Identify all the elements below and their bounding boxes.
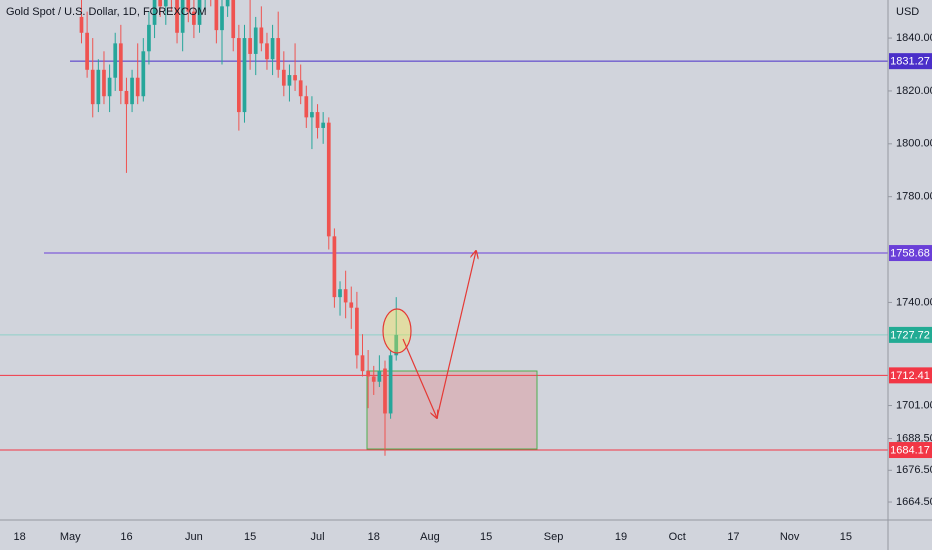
price-badge-label: 1712.41 (890, 370, 930, 382)
candle-body (253, 27, 258, 54)
candle-body (326, 122, 331, 237)
x-tick-label: 16 (120, 531, 132, 543)
y-tick-label: 1688.50 (896, 432, 932, 444)
candle-body (383, 368, 387, 414)
candle-body (113, 43, 118, 78)
candle-body (118, 43, 123, 91)
candle-body (287, 75, 292, 86)
x-tick-label: 18 (368, 531, 380, 543)
candle-body (242, 38, 247, 113)
candle-body (259, 27, 264, 44)
candle-body (231, 0, 236, 39)
candle-body (96, 69, 101, 105)
candle-body (276, 38, 281, 70)
candle-body (152, 0, 157, 25)
x-tick-label: 15 (244, 531, 256, 543)
y-tick-label: 1676.50 (896, 464, 932, 476)
price-badge (889, 442, 932, 459)
candle-body (158, 0, 163, 7)
level-lines (0, 60, 888, 451)
candle-body (147, 24, 151, 52)
arrow-down (402, 338, 437, 418)
candle-body (163, 0, 168, 7)
candle-body (270, 38, 275, 60)
x-tick-label: 15 (840, 531, 852, 543)
candle-body (388, 355, 393, 414)
x-tick-label: Sep (544, 531, 564, 543)
candle-body (225, 0, 230, 7)
candle-body (102, 69, 106, 97)
x-tick-label: 18 (14, 531, 26, 543)
candle-body (293, 75, 297, 81)
candle-body (394, 334, 399, 356)
price-badge (889, 245, 932, 262)
candle-body (360, 355, 365, 372)
x-tick-label: Jul (311, 531, 325, 543)
candle-body (197, 0, 202, 25)
x-tick-label: 15 (480, 531, 492, 543)
candle-body (192, 11, 196, 25)
price-badge (889, 326, 932, 343)
y-tick-label: 1800.00 (896, 138, 932, 150)
candle-body (214, 0, 219, 31)
y-tick-label: 1820.00 (896, 85, 932, 97)
candle-body (248, 38, 252, 54)
candle-body (366, 371, 370, 377)
price-badge-label: 1727.72 (890, 329, 930, 341)
candle-body (265, 43, 269, 60)
candle-body (141, 51, 146, 97)
candle-body (107, 77, 112, 97)
price-badge (889, 53, 932, 70)
x-tick-label: May (60, 531, 81, 543)
candle-body (349, 302, 354, 308)
candle-body (220, 6, 224, 31)
x-tick-label: 19 (615, 531, 627, 543)
candle-body (281, 69, 286, 86)
candle-body (304, 96, 309, 118)
candle-body (237, 38, 241, 113)
candle-body (321, 122, 326, 128)
price-badge-label: 1684.17 (890, 444, 930, 456)
candle-body (298, 80, 303, 97)
x-tick-label: Oct (669, 531, 686, 543)
candle-body (79, 16, 84, 33)
candle-body (371, 376, 376, 382)
price-badge-label: 1758.68 (890, 247, 930, 259)
candle-body (355, 307, 359, 356)
candle-body (130, 77, 134, 105)
x-tick-label: Jun (185, 531, 203, 543)
price-badge-label: 1831.27 (890, 56, 930, 68)
candle-body (343, 289, 348, 303)
target-zone (366, 370, 538, 450)
candle-body (135, 77, 140, 97)
x-tick-label: 17 (727, 531, 739, 543)
y-tick-label: 1840.00 (896, 32, 932, 44)
y-tick-label: 1701.00 (896, 399, 932, 411)
candle-body (124, 90, 129, 105)
candle-body (332, 236, 337, 298)
x-tick-label: Nov (780, 531, 800, 543)
candle-body (85, 32, 89, 70)
candle-body (186, 0, 191, 12)
chart-title: Gold Spot / U.S. Dollar, 1D, FOREXCOM (6, 6, 207, 18)
candle-body (377, 371, 382, 382)
y-tick-label: 1780.00 (896, 191, 932, 203)
axes: 1840.00 1820.00 1800.00 1780.00 1740.00 1701.… (14, 32, 932, 543)
price-badge (889, 367, 932, 384)
arrow-up (436, 251, 476, 419)
x-tick-label: Aug (420, 531, 440, 543)
candle-body (180, 0, 185, 33)
candle-body (90, 69, 95, 105)
y-tick-label: 1664.50 (896, 496, 932, 508)
candle-body (310, 112, 314, 118)
y-tick-label: 1740.00 (896, 296, 932, 308)
axis-unit: USD (896, 6, 919, 18)
candles (79, 0, 399, 456)
candle-body (175, 0, 179, 33)
candle-body (315, 112, 320, 128)
candle-body (338, 289, 342, 298)
